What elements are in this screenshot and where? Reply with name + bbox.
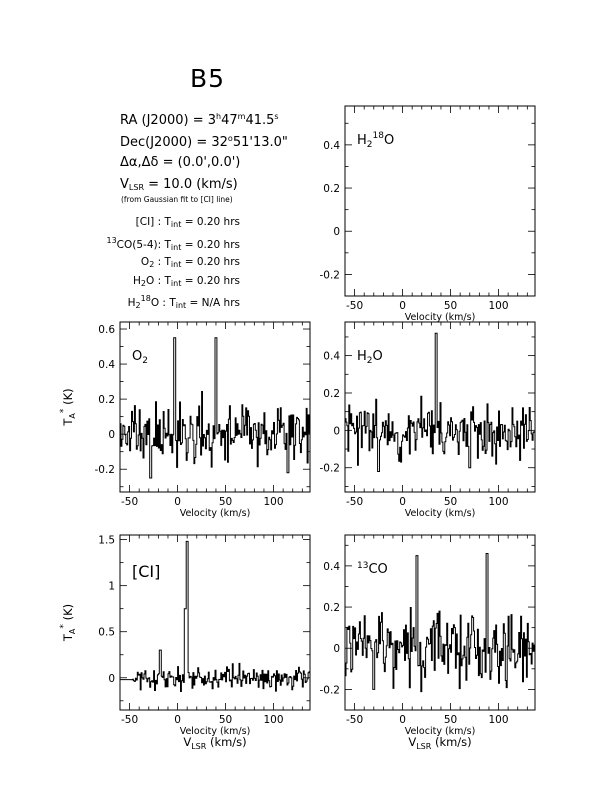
x-tick-label: -50	[346, 496, 363, 508]
panel-o2: -50 0 50 100 -0.2 0 0.2 0.4 0.6 Velocity (km/s) TA…	[59, 321, 311, 519]
vlsr-note: (from Gaussian fit to [CI] line)	[121, 195, 233, 204]
y-tick-label: 0.5	[98, 627, 115, 639]
x-axis-label: Velocity (km/s)	[405, 508, 476, 519]
x-tick-label: 0	[174, 714, 181, 726]
panel-13co: -50 0 50 100 -0.2 0 0.2 0.4 Velocity (km/s)VLSR …	[320, 534, 536, 751]
y-tick-label: 0.4	[323, 561, 340, 573]
x-tick-label: 50	[219, 496, 232, 508]
x-tick-label: 100	[489, 300, 509, 312]
y-tick-label: -0.2	[320, 684, 341, 696]
y-tick-label: 0	[333, 226, 340, 238]
x-tick-label: 100	[264, 714, 284, 726]
dec-label: Dec(J2000) =	[120, 135, 212, 150]
x-tick-label: 50	[444, 714, 457, 726]
ra-label: RA (J2000) =	[120, 113, 208, 128]
offset-label: Δα,Δδ =	[120, 155, 178, 170]
x-tick-label: 50	[444, 496, 457, 508]
ra-line: RA (J2000) = 3h47m41.5s	[120, 112, 279, 128]
offset-value: (0.0',0.0')	[177, 155, 241, 170]
x-tick-label: 0	[399, 714, 406, 726]
dec-line: Dec(J2000) = 32o51'13.0"	[120, 134, 288, 150]
tint-row: H218O : Tint = N/A hrs	[127, 294, 240, 310]
y-tick-label: 0.6	[98, 324, 115, 336]
y-tick-label: 0.4	[98, 359, 115, 371]
y-tick-label: 0	[108, 429, 115, 441]
x-tick-label: 100	[489, 496, 509, 508]
y-axis-label: TA* (K)	[59, 388, 77, 426]
panel-label: 13CO	[357, 561, 388, 577]
dec-degrees: 32	[211, 135, 228, 150]
spectrum-line	[345, 332, 535, 472]
x-axis-label: Velocity (km/s)	[180, 726, 251, 737]
y-tick-label: 0.2	[323, 183, 340, 195]
y-tick-label: 0.4	[323, 351, 340, 363]
x-tick-label: 50	[219, 714, 232, 726]
tint-row: H2O : Tint = 0.20 hrs	[133, 275, 240, 288]
x-tick-label: -50	[346, 714, 363, 726]
x-tick-label: -50	[121, 714, 138, 726]
x-axis-label-vlsr: VLSR (km/s)	[408, 735, 471, 751]
y-tick-label: 0.2	[323, 602, 340, 614]
y-tick-label: 1.5	[98, 535, 115, 547]
figure-title: B5	[190, 64, 226, 93]
panel-ci: -50 0 50 100 0 0.5 1 1.5 Velocity (km/s)VLSR (km…	[59, 534, 311, 751]
y-tick-label: 0	[333, 425, 340, 437]
x-tick-label: -50	[121, 496, 138, 508]
panel-h2o: -50 0 50 100 -0.2 0 0.2 0.4 Velocity (km/s) H2O	[320, 321, 536, 519]
x-tick-label: 50	[444, 300, 457, 312]
vlsr-value: = 10.0 (km/s)	[144, 177, 238, 192]
x-axis-label: Velocity (km/s)	[405, 726, 476, 737]
ra-hours: 3	[207, 113, 217, 128]
y-tick-label: 0.4	[323, 140, 340, 152]
x-tick-label: 0	[174, 496, 181, 508]
x-axis-label-vlsr: VLSR (km/s)	[183, 735, 246, 751]
panel-h2-18o: -50 0 50 100 -0.2 0 0.2 0.4 Velocity (km/s) H218O	[320, 105, 536, 323]
y-tick-label: 0.2	[98, 394, 115, 406]
spectrum-line	[120, 337, 310, 479]
spectrum-line	[345, 553, 535, 693]
plot-frame	[119, 534, 311, 711]
plot-frame	[344, 321, 536, 493]
tint-row: O2 : Tint = 0.20 hrs	[140, 256, 240, 269]
x-tick-label: -50	[346, 300, 363, 312]
panel-label: [CI]	[132, 562, 160, 581]
ra-minutes: 47	[221, 113, 238, 128]
plot-frame	[119, 321, 311, 493]
x-tick-label: 100	[264, 496, 284, 508]
spectrum-line	[120, 540, 310, 692]
y-tick-label: -0.2	[320, 269, 341, 281]
x-tick-label: 100	[489, 714, 509, 726]
tint-row: 13CO(5-4): Tint = 0.20 hrs	[106, 236, 240, 252]
y-tick-label: 0	[333, 643, 340, 655]
x-tick-label: 0	[399, 300, 406, 312]
panel-label: H2O	[357, 349, 383, 366]
tint-row: [CI] : Tint = 0.20 hrs	[135, 216, 240, 229]
y-tick-label: 0.2	[323, 388, 340, 400]
y-tick-label: 0	[108, 673, 115, 685]
ra-seconds: 41.5	[245, 113, 275, 128]
y-tick-label: 1	[108, 581, 115, 593]
x-axis-label: Velocity (km/s)	[180, 508, 251, 519]
offset-line: Δα,Δδ = (0.0',0.0')	[120, 155, 240, 170]
y-axis-label: TA* (K)	[59, 604, 77, 642]
plot-frame	[344, 534, 536, 711]
dec-rest: 51'13.0"	[232, 135, 288, 150]
plot-frame	[344, 105, 536, 297]
x-tick-label: 0	[399, 496, 406, 508]
x-axis-label: Velocity (km/s)	[405, 312, 476, 323]
y-tick-label: -0.2	[320, 463, 341, 475]
y-tick-label: -0.2	[95, 464, 116, 476]
panel-label: O2	[132, 349, 148, 366]
panel-label: H218O	[357, 131, 394, 150]
vlsr-line: VLSR = 10.0 (km/s)	[120, 177, 238, 192]
